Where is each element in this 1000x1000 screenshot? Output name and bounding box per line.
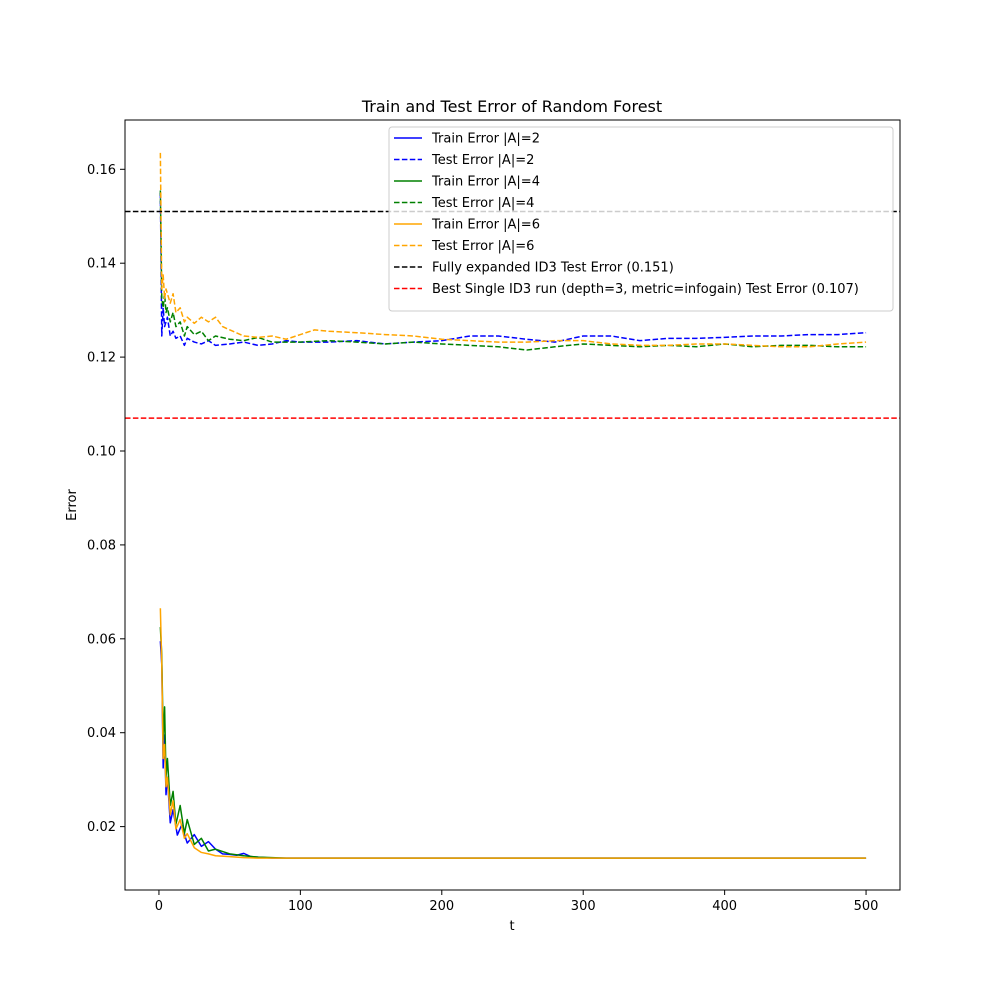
x-tick-label: 0 [155, 899, 163, 914]
legend-label: Train Error |A|=6 [431, 218, 540, 233]
y-tick-label: 0.12 [87, 351, 116, 366]
y-tick-label: 0.14 [87, 257, 116, 272]
x-tick-label: 300 [571, 899, 596, 914]
legend: Train Error |A|=2 Test Error |A|=2 Train E… [388, 126, 894, 312]
legend-label: Train Error |A|=2 [431, 132, 540, 147]
y-tick-label: 0.06 [87, 632, 116, 647]
legend-label: Fully expanded ID3 Test Error (0.151) [432, 261, 674, 276]
x-axis: 0 100 200 300 400 500 [155, 890, 879, 914]
plot-area-frame [124, 119, 901, 891]
x-tick-label: 500 [854, 899, 879, 914]
y-tick-label: 0.10 [87, 445, 116, 460]
legend-label: Test Error |A|=2 [431, 153, 534, 168]
x-axis-label: t [509, 919, 514, 934]
series-line-6 [159, 152, 867, 348]
y-tick-label: 0.16 [87, 163, 116, 178]
legend-box [388, 126, 894, 312]
x-tick-label: 200 [429, 899, 454, 914]
series-line-5 [159, 608, 867, 859]
legend-label: Train Error |A|=4 [431, 175, 540, 190]
legend-label: Best Single ID3 run (depth=3, metric=inf… [432, 282, 859, 297]
series-layer [159, 152, 867, 859]
y-tick-label: 0.04 [87, 726, 116, 741]
legend-label: Test Error |A|=4 [431, 196, 534, 211]
x-tick-label: 100 [288, 899, 313, 914]
chart-title: Train and Test Error of Random Forest [361, 97, 662, 116]
y-tick-label: 0.08 [87, 538, 116, 553]
y-axis: 0.02 0.04 0.06 0.08 0.10 0.12 0.14 0.16 [87, 163, 125, 835]
y-axis-label: Error [65, 489, 80, 521]
legend-label: Test Error |A|=6 [431, 239, 534, 254]
series-line-4 [159, 190, 867, 351]
y-tick-label: 0.02 [87, 820, 116, 835]
x-tick-label: 400 [712, 899, 737, 914]
